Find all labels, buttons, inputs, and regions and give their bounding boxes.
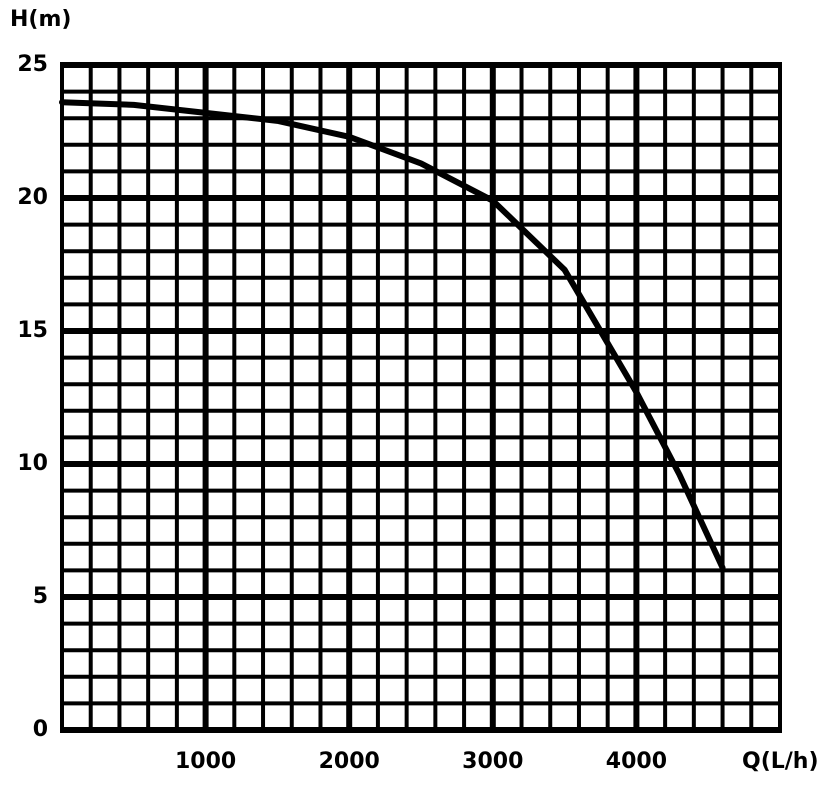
y-tick-label: 25	[17, 52, 48, 77]
y-tick-label: 5	[33, 584, 48, 609]
x-tick-label: 4000	[606, 749, 667, 774]
x-tick-label: 3000	[462, 749, 523, 774]
x-tick-label: 2000	[319, 749, 380, 774]
curve	[59, 99, 726, 571]
y-tick-label: 10	[17, 451, 48, 476]
y-tick-label: 20	[17, 185, 48, 210]
y-axis-label: H(m)	[10, 7, 71, 32]
x-axis-label: Q(L/h)	[742, 749, 819, 774]
x-tick-label: 1000	[175, 749, 236, 774]
y-tick-label: 0	[33, 717, 48, 742]
y-tick-label: 15	[17, 318, 48, 343]
